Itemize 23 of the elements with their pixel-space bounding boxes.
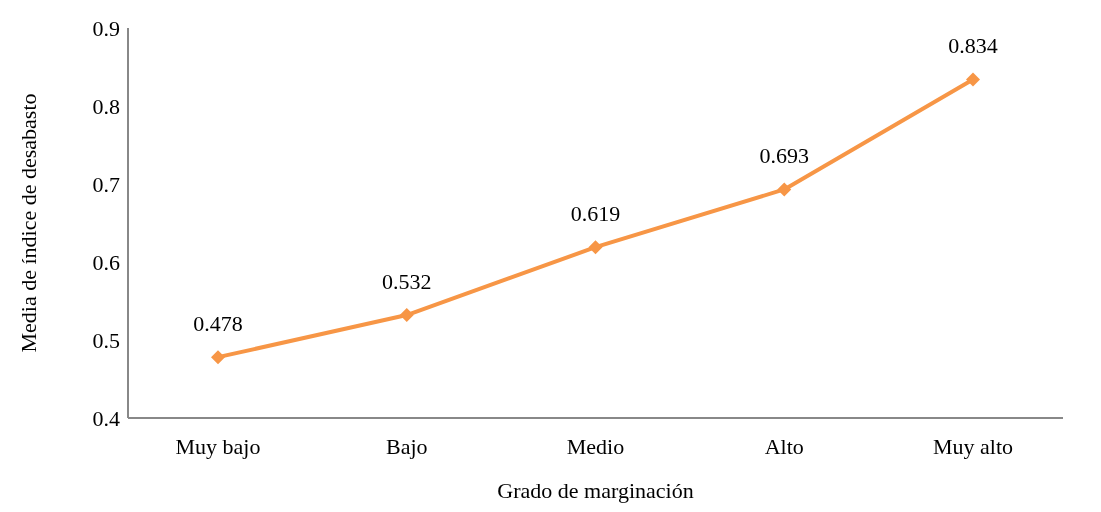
- x-tick-label: Muy bajo: [175, 433, 261, 459]
- y-tick-label: 0.6: [92, 249, 120, 275]
- data-label: 0.532: [382, 269, 432, 295]
- y-tick-label: 0.5: [92, 327, 120, 353]
- point: [966, 72, 980, 87]
- y-tick-label: 0.8: [92, 93, 120, 119]
- y-tick-label: 0.9: [92, 15, 120, 41]
- data-label: 0.478: [193, 311, 243, 337]
- y-tick-label: 0.4: [92, 405, 120, 431]
- x-axis-title: Grado de marginación: [497, 478, 694, 503]
- y-axis-title: Media de índice de desabasto: [15, 93, 41, 353]
- x-tick-label: Alto: [764, 433, 804, 459]
- point: [588, 240, 603, 255]
- x-tick-label: Medio: [566, 433, 625, 459]
- point: [777, 182, 792, 197]
- data-label: 0.693: [759, 143, 809, 169]
- point: [399, 308, 414, 323]
- x-tick-label: Bajo: [385, 433, 428, 459]
- data-label: 0.619: [570, 201, 621, 227]
- y-tick-label: 0.7: [92, 171, 120, 197]
- x-tick-label: Muy alto: [932, 433, 1014, 459]
- point: [211, 350, 225, 365]
- data-label: 0.834: [948, 33, 998, 59]
